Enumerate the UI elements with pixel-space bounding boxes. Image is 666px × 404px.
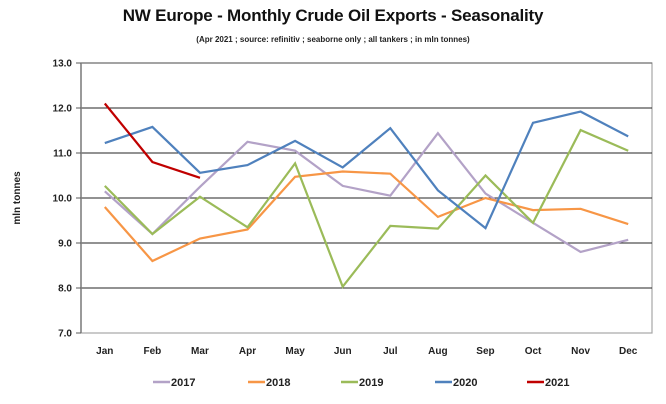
y-tick-label: 12.0 bbox=[53, 104, 73, 115]
chart-title: NW Europe - Monthly Crude Oil Exports - … bbox=[122, 6, 544, 25]
series-line-2021 bbox=[103, 102, 201, 179]
series-line-2020 bbox=[104, 110, 629, 230]
x-axis-ticks: Jan Feb Mar Apr May Jun Jul Aug Sep Oct Nov Dec bbox=[96, 346, 638, 357]
legend-label: 2021 bbox=[545, 377, 569, 389]
y-axis-ticks: 7.0 8.0 9.0 10.0 11.0 12.0 13.0 bbox=[53, 59, 81, 340]
y-tick-label: 8.0 bbox=[58, 284, 72, 295]
x-tick-label: Dec bbox=[619, 346, 638, 357]
y-axis-label: mln tonnes bbox=[12, 171, 23, 225]
series-line-2018 bbox=[103, 170, 629, 263]
y-tick-label: 11.0 bbox=[53, 149, 72, 160]
legend-item-2017: 2017 bbox=[153, 377, 195, 389]
x-tick-label: Apr bbox=[239, 346, 256, 357]
legend-label: 2018 bbox=[266, 377, 290, 389]
x-tick-label: Jan bbox=[96, 346, 113, 357]
legend-label: 2019 bbox=[359, 377, 383, 389]
x-tick-label: Feb bbox=[143, 346, 161, 357]
series-line-2019 bbox=[104, 128, 629, 289]
y-tick-label: 10.0 bbox=[53, 194, 73, 205]
x-tick-label: Oct bbox=[525, 346, 542, 357]
series-lines bbox=[103, 102, 629, 289]
legend-item-2021: 2021 bbox=[527, 377, 569, 389]
chart-subtitle: (Apr 2021 ; source: refinitiv ; seaborne… bbox=[196, 35, 470, 44]
gridlines bbox=[80, 62, 653, 334]
x-tick-label: Mar bbox=[191, 346, 209, 357]
y-tick-label: 7.0 bbox=[58, 329, 72, 340]
y-tick-label: 13.0 bbox=[53, 59, 73, 70]
x-tick-label: Aug bbox=[428, 346, 447, 357]
x-tick-label: Nov bbox=[571, 346, 590, 357]
series-line-2017 bbox=[104, 131, 629, 254]
legend-item-2020: 2020 bbox=[435, 377, 477, 389]
x-tick-label: Jul bbox=[383, 346, 398, 357]
legend-item-2019: 2019 bbox=[341, 377, 383, 389]
x-tick-label: Sep bbox=[476, 346, 494, 357]
legend-item-2018: 2018 bbox=[248, 377, 290, 389]
y-tick-label: 9.0 bbox=[58, 239, 72, 250]
legend: 2017 2018 2019 2020 2021 bbox=[153, 377, 569, 389]
legend-label: 2017 bbox=[171, 377, 195, 389]
legend-label: 2020 bbox=[453, 377, 477, 389]
x-tick-label: May bbox=[285, 346, 305, 357]
x-tick-label: Jun bbox=[334, 346, 352, 357]
